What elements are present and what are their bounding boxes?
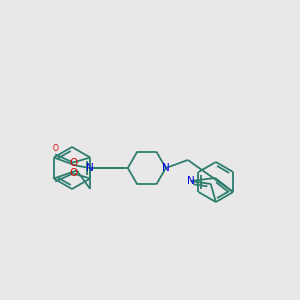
Text: O: O (69, 158, 77, 167)
Text: N: N (86, 163, 94, 173)
Text: O: O (69, 169, 77, 178)
Text: N: N (187, 176, 195, 186)
Text: O: O (52, 144, 58, 153)
Text: N: N (162, 163, 170, 173)
